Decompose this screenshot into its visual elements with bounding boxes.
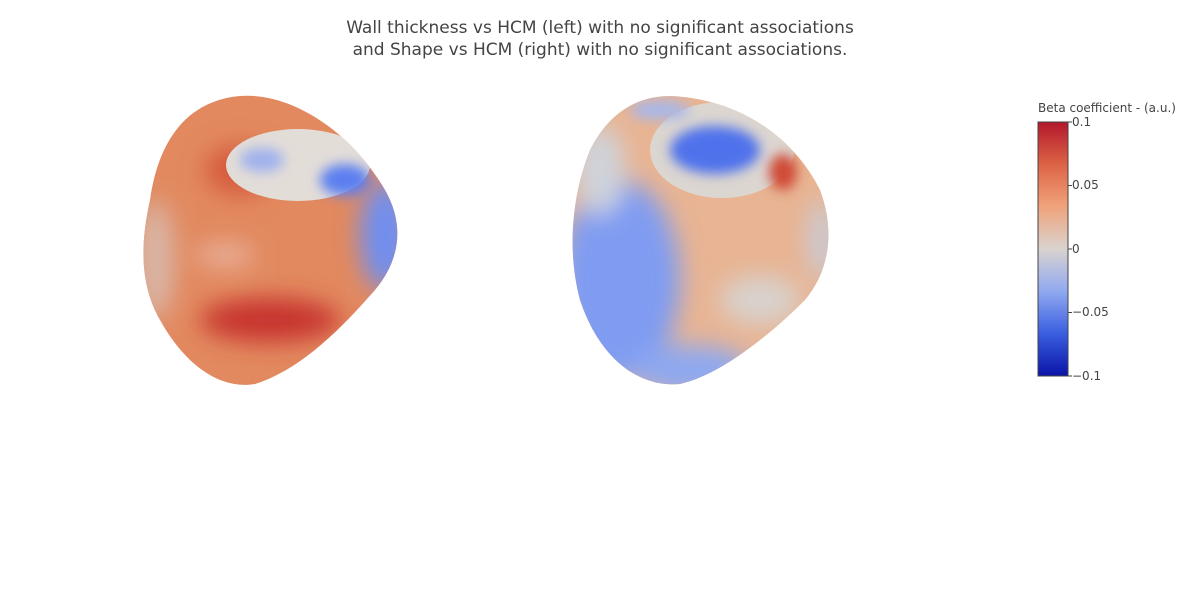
left-pale-patch — [195, 243, 255, 267]
right-opening-blue — [670, 126, 760, 174]
chart-title-line-1: Wall thickness vs HCM (left) with no sig… — [346, 18, 854, 38]
right-opening-red — [769, 154, 797, 190]
colorbar-tick-label: 0.05 — [1072, 178, 1099, 192]
colorbar — [1037, 121, 1069, 377]
left-heart-surface — [143, 95, 398, 385]
right-top-lightblue — [630, 100, 690, 120]
left-hotspot-lower — [200, 298, 340, 342]
colorbar-title: Beta coefficient - (a.u.) — [1038, 101, 1176, 115]
colorbar-tick-label: 0 — [1072, 242, 1080, 256]
colorbar-ticks — [1068, 121, 1072, 377]
left-pale-edge — [143, 200, 175, 320]
right-heart-surface — [572, 96, 829, 385]
right-grey-lower — [720, 275, 800, 325]
left-opening-lightblue — [240, 148, 284, 172]
chart-title: Wall thickness vs HCM (left) with no sig… — [0, 17, 1200, 61]
right-grey-upper-left — [575, 125, 625, 215]
right-grey-edge — [808, 200, 829, 280]
colorbar-tick-label: 0.1 — [1072, 115, 1092, 129]
right-blue-bottom — [630, 345, 750, 385]
colorbar-tick-label: −0.1 — [1072, 369, 1102, 383]
left-blue-edge — [360, 180, 398, 290]
left-opening-blue — [320, 164, 370, 196]
colorbar-tick-label: −0.05 — [1072, 305, 1109, 319]
chart-title-line-2: and Shape vs HCM (right) with no signifi… — [352, 40, 848, 60]
